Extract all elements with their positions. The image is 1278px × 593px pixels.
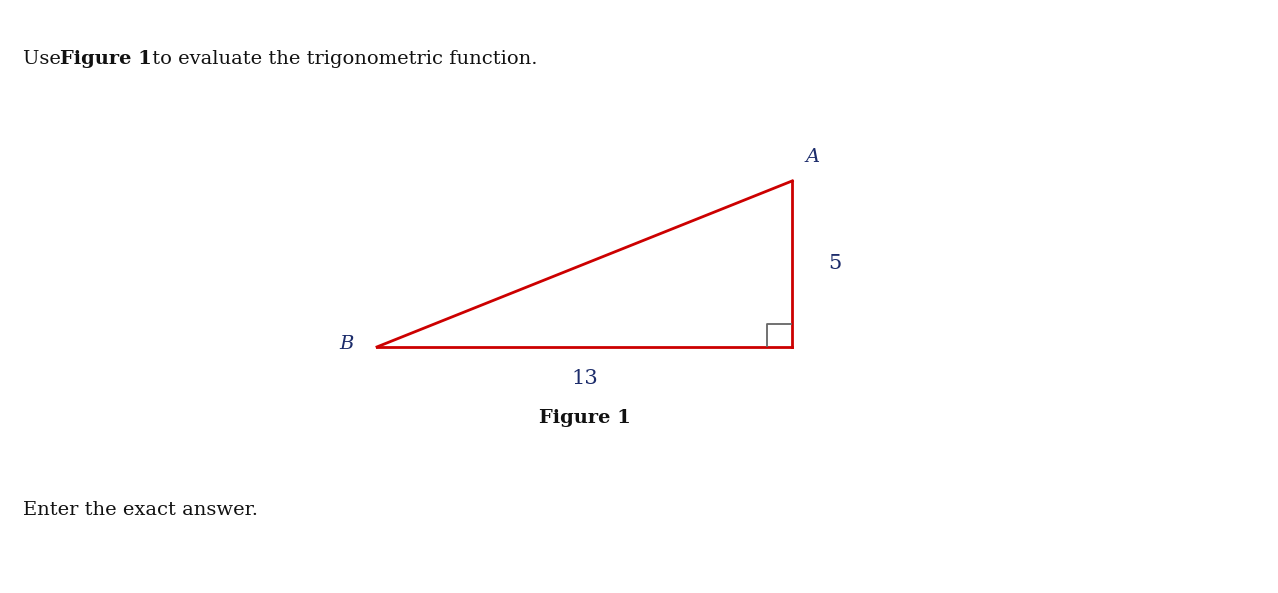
Text: to evaluate the trigonometric function.: to evaluate the trigonometric function. — [146, 50, 537, 68]
Text: B: B — [340, 335, 354, 353]
Text: Use: Use — [23, 50, 68, 68]
Text: Figure 1: Figure 1 — [539, 409, 630, 427]
Text: Figure 1: Figure 1 — [60, 50, 152, 68]
Text: 13: 13 — [571, 369, 598, 388]
Text: 5: 5 — [828, 254, 841, 273]
Text: A: A — [805, 148, 819, 166]
Text: Enter the exact answer.: Enter the exact answer. — [23, 501, 258, 519]
